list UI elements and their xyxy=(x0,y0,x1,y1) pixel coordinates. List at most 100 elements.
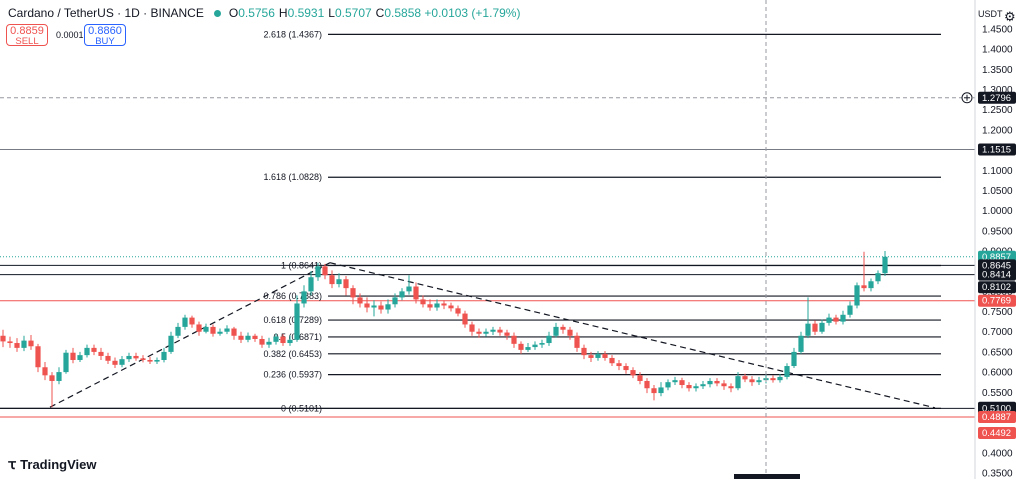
candle xyxy=(805,297,811,339)
candle-body xyxy=(434,303,440,308)
price-tag-label: 1.2796 xyxy=(982,93,1011,104)
candle-body xyxy=(854,285,860,306)
candle-body xyxy=(483,331,489,334)
candle xyxy=(560,324,566,334)
candle-body xyxy=(441,303,447,306)
candle xyxy=(616,359,622,371)
candle-body xyxy=(476,331,482,334)
candle-body xyxy=(630,370,636,376)
candle-body xyxy=(595,353,601,358)
trendline[interactable] xyxy=(49,262,331,408)
candle xyxy=(70,347,76,364)
candle xyxy=(266,337,272,348)
candle xyxy=(595,351,601,361)
candle-body xyxy=(175,326,181,336)
candle-body xyxy=(721,383,727,387)
candle xyxy=(581,344,587,360)
candle-body xyxy=(511,335,517,344)
candle-body xyxy=(735,376,741,389)
candle xyxy=(490,326,496,335)
candle-body xyxy=(245,335,251,340)
candle xyxy=(819,319,825,334)
candle-body xyxy=(210,326,216,334)
candle-body xyxy=(63,352,69,373)
candle xyxy=(665,379,671,391)
candle xyxy=(77,351,83,362)
price-tick-label: 1.4000 xyxy=(982,45,1013,56)
candle xyxy=(644,378,650,394)
price-tick-label: 1.1000 xyxy=(982,166,1013,177)
candle xyxy=(294,295,300,342)
price-tag-label: 0.8102 xyxy=(982,282,1011,293)
fib-level-label: 0.236 (0.5937) xyxy=(263,370,322,380)
candle xyxy=(126,352,132,362)
candle-body xyxy=(322,266,328,276)
price-tick-label: 0.7500 xyxy=(982,307,1013,318)
candle-body xyxy=(252,335,258,339)
candle xyxy=(287,335,293,346)
candle xyxy=(385,299,391,314)
candle-body xyxy=(833,317,839,322)
candle xyxy=(693,383,699,392)
candle xyxy=(609,355,615,367)
candle-body xyxy=(623,366,629,371)
candle xyxy=(196,321,202,336)
candle-body xyxy=(385,304,391,310)
candle xyxy=(476,328,482,338)
candle xyxy=(119,355,125,368)
candle xyxy=(7,336,13,348)
candle-body xyxy=(777,376,783,381)
candle xyxy=(504,329,510,340)
candle xyxy=(861,251,867,292)
price-tick-label: 0.3500 xyxy=(982,469,1013,479)
candle-body xyxy=(126,355,132,360)
candle-body xyxy=(308,277,314,292)
candle-body xyxy=(140,358,146,360)
candle-body xyxy=(420,299,426,305)
candle-body xyxy=(840,314,846,322)
price-tag xyxy=(978,143,1016,156)
candle-body xyxy=(364,303,370,308)
candle xyxy=(546,331,552,346)
candle-body xyxy=(728,386,734,389)
candle-body xyxy=(189,317,195,325)
candle-body xyxy=(546,335,552,344)
candle xyxy=(735,372,741,391)
candle xyxy=(700,380,706,390)
candle xyxy=(322,263,328,280)
sell-button[interactable]: 0.8859 SELL xyxy=(6,24,48,47)
candle-body xyxy=(77,355,83,360)
price-tag-label: 0.4492 xyxy=(982,428,1011,439)
candle xyxy=(882,251,888,277)
candle xyxy=(189,315,195,328)
add-alert-icon[interactable] xyxy=(961,92,973,104)
candle-body xyxy=(742,376,748,380)
candle-body xyxy=(637,375,643,381)
horizontal-lines xyxy=(0,148,975,418)
fibonacci-retracement: 2.618 (1.4367) 1.618 (1.0828) 1 (0.8641) 0.… xyxy=(0,29,941,413)
buy-button[interactable]: 0.8860 BUY xyxy=(84,24,126,47)
candle-body xyxy=(490,329,496,332)
candle-body xyxy=(91,347,97,352)
candle-body xyxy=(868,281,874,289)
candle xyxy=(784,363,790,380)
candle-body xyxy=(378,305,384,310)
candle-body xyxy=(231,328,237,336)
symbol-title[interactable]: Cardano / TetherUS · 1D · BINANCE xyxy=(8,6,204,20)
candle xyxy=(791,347,797,369)
candle xyxy=(42,362,48,381)
price-tag xyxy=(978,91,1016,104)
gear-icon[interactable]: ⚙ xyxy=(1004,9,1016,24)
low-label: L xyxy=(328,6,335,20)
candle xyxy=(812,320,818,335)
currency-selector[interactable]: USDT xyxy=(978,9,1003,19)
candle-body xyxy=(714,380,720,384)
candle xyxy=(14,338,20,352)
trendline[interactable] xyxy=(329,262,936,409)
candle-body xyxy=(427,304,433,308)
candle xyxy=(630,367,636,379)
candle xyxy=(420,295,426,308)
price-tick-label: 0.6500 xyxy=(982,347,1013,358)
candle-body xyxy=(861,285,867,289)
